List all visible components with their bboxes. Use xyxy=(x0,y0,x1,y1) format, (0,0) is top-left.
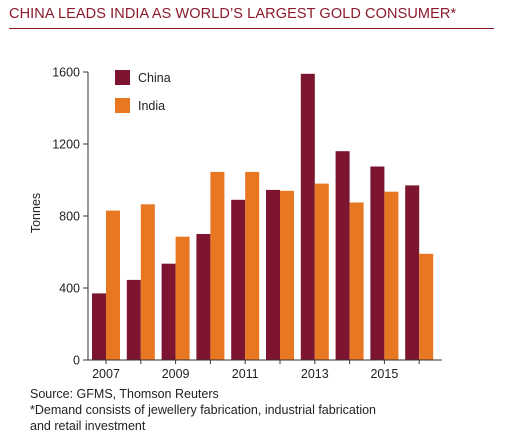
y-tick-label: 1200 xyxy=(52,138,80,152)
bar-china-2015 xyxy=(370,166,385,360)
footnote-line-2: and retail investment xyxy=(30,419,146,433)
bar-china-2009 xyxy=(161,263,176,360)
bar-india-2014 xyxy=(349,202,364,360)
y-tick-label: 400 xyxy=(59,282,80,296)
bar-india-2007 xyxy=(106,210,120,360)
y-tick-label: 0 xyxy=(73,354,80,368)
y-tick-label: 800 xyxy=(59,210,80,224)
bar-chart: 0 400 800 1200 1600 2007 2009 2011 2013 2015 Chi… xyxy=(29,66,442,381)
bar-india-2015 xyxy=(384,191,399,360)
bar-india-2012 xyxy=(280,190,294,360)
bar-china-2011 xyxy=(231,199,246,360)
bar-china-2013 xyxy=(300,73,315,361)
y-tick-label: 1600 xyxy=(52,66,80,80)
title-rule xyxy=(9,28,494,29)
bar-india-2016 xyxy=(419,253,434,360)
chart-title: CHINA LEADS INDIA AS WORLD’S LARGEST GOL… xyxy=(9,6,457,22)
x-tick-label: 2011 xyxy=(232,367,259,381)
legend-swatch-india xyxy=(115,98,130,113)
legend-swatch-china xyxy=(115,70,130,85)
x-tick-label: 2013 xyxy=(301,367,329,381)
bar-china-2008 xyxy=(126,279,141,360)
bar-china-2007 xyxy=(92,293,106,360)
legend-label-india: India xyxy=(138,99,165,113)
bars xyxy=(92,73,434,361)
bar-china-2014 xyxy=(335,151,350,360)
legend: China India xyxy=(115,70,171,113)
bar-india-2013 xyxy=(314,183,329,360)
bar-china-2010 xyxy=(196,234,211,360)
footnote-line-1: *Demand consists of jewellery fabricatio… xyxy=(30,403,376,417)
bar-india-2008 xyxy=(140,204,155,360)
x-tick-label: 2007 xyxy=(92,367,120,381)
bar-india-2011 xyxy=(245,171,260,360)
y-axis-label: Tonnes xyxy=(29,193,43,233)
legend-label-china: China xyxy=(138,71,171,85)
y-axis: 0 400 800 1200 1600 xyxy=(52,66,89,368)
bar-india-2010 xyxy=(210,171,225,360)
bar-china-2016 xyxy=(405,185,420,360)
x-axis: 2007 2009 2011 2013 2015 xyxy=(88,359,442,381)
x-tick-label: 2015 xyxy=(370,367,398,381)
bar-china-2012 xyxy=(266,189,280,360)
x-tick-label: 2009 xyxy=(162,367,190,381)
source-note: Source: GFMS, Thomson Reuters xyxy=(30,387,219,401)
bar-india-2009 xyxy=(175,236,190,360)
